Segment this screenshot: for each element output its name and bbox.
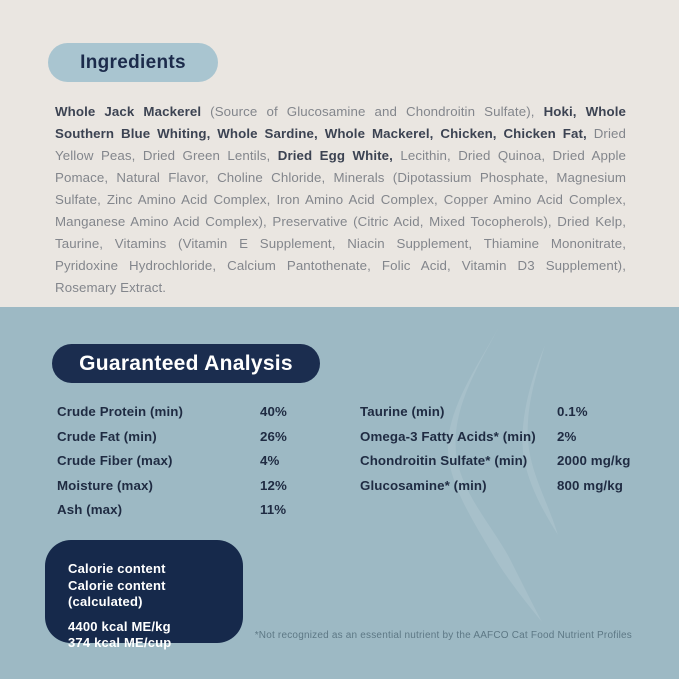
calorie-kcal-per-kg: 4400 kcal ME/kg [68, 618, 171, 634]
ingredient-bold-run: Whole Jack Mackerel [55, 104, 202, 119]
ingredients-heading-label: Ingredients [80, 51, 186, 73]
analysis-value: 2% [557, 428, 577, 444]
analysis-label: Chondroitin Sulfate* (min) [360, 453, 528, 469]
analysis-row: Ash (max) 11% [57, 502, 347, 527]
ingredients-heading: Ingredients [48, 43, 218, 82]
analysis-table-right: Taurine (min) 0.1% Omega-3 Fatty Acids* (m… [360, 404, 640, 502]
analysis-row: Taurine (min) 0.1% [360, 404, 640, 429]
ingredients-section: Ingredients Whole Jack Mackerel (Source … [0, 0, 679, 307]
analysis-value: 12% [260, 477, 287, 493]
analysis-value: 800 mg/kg [557, 477, 623, 493]
analysis-row: Crude Fiber (max) 4% [57, 453, 347, 478]
analysis-label: Crude Fiber (max) [57, 453, 173, 469]
ingredient-text-run: Dried Yellow Peas, Dried Green Lentils, [55, 126, 626, 163]
analysis-value: 4% [260, 453, 280, 469]
analysis-table-left: Crude Protein (min) 40% Crude Fat (min) 26%… [57, 404, 347, 527]
analysis-label: Glucosamine* (min) [360, 477, 487, 493]
calorie-content-calculated-line: Calorie content (calculated) [68, 577, 166, 610]
analysis-label: Moisture (max) [57, 477, 153, 493]
analysis-row: Chondroitin Sulfate* (min) 2000 mg/kg [360, 453, 640, 478]
ingredient-text-run: (Source of Glucosamine and Chondroitin S… [201, 104, 544, 119]
analysis-label: Taurine (min) [360, 404, 445, 419]
analysis-row: Moisture (max) 12% [57, 478, 347, 503]
aafco-footnote: *Not recognized as an essential nutrient… [254, 630, 632, 641]
calorie-kcal-per-cup: 374 kcal ME/cup [68, 635, 172, 650]
calorie-content-line: Calorie content [68, 561, 166, 576]
analysis-value: 0.1% [557, 404, 588, 419]
guaranteed-analysis-section: Guaranteed Analysis Crude Protein (min) 4… [0, 307, 679, 679]
analysis-label: Ash (max) [57, 502, 123, 518]
analysis-value: 40% [260, 404, 287, 419]
analysis-label: Crude Protein (min) [57, 404, 184, 419]
analysis-label: Crude Fat (min) [57, 428, 157, 444]
analysis-value: 11% [260, 502, 287, 518]
ingredient-text-run: Lecithin, Dried Quinoa, Dried Apple Poma… [55, 148, 626, 295]
ingredients-paragraph: Whole Jack Mackerel (Source of Glucosami… [55, 101, 626, 299]
analysis-row: Glucosamine* (min) 800 mg/kg [360, 478, 640, 503]
analysis-row: Omega-3 Fatty Acids* (min) 2% [360, 429, 640, 454]
analysis-value: 26% [260, 428, 287, 444]
guaranteed-analysis-heading: Guaranteed Analysis [52, 344, 320, 383]
ingredient-bold-run: Hoki, Whole Southern Blue Whiting, Whole… [55, 104, 626, 141]
guaranteed-analysis-heading-label: Guaranteed Analysis [79, 351, 293, 375]
analysis-row: Crude Protein (min) 40% [57, 404, 347, 429]
analysis-value: 2000 mg/kg [557, 453, 631, 469]
calorie-content-box: Calorie content Calorie content (calcula… [45, 540, 243, 650]
analysis-row: Crude Fat (min) 26% [57, 429, 347, 454]
ingredient-bold-run: Dried Egg White, [277, 148, 393, 163]
analysis-label: Omega-3 Fatty Acids* (min) [360, 428, 536, 444]
